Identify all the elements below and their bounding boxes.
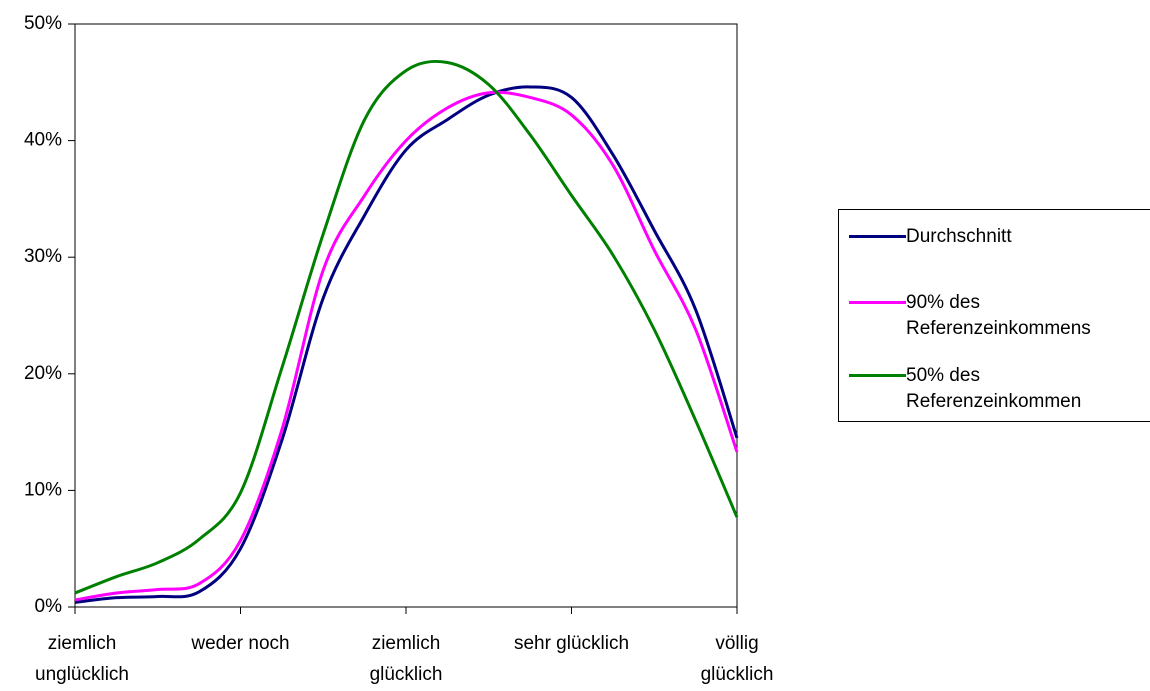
y-tick-label: 20% (24, 363, 62, 384)
y-tick-label: 50% (24, 13, 62, 34)
x-tick-label: weder noch (191, 633, 290, 654)
line-series (74, 59, 739, 595)
legend-swatch (849, 374, 906, 377)
x-tick-label: ziemlich unglücklich (35, 633, 129, 685)
legend-swatch (849, 235, 906, 238)
y-tick-label: 0% (35, 596, 63, 617)
legend-label: 90% des Referenzeinkommens (906, 292, 1091, 339)
y-tick-label: 40% (24, 130, 62, 151)
x-tick-label: völlig glücklich (700, 633, 774, 685)
legend-entry: 50% des Referenzeinkommen (849, 363, 1146, 415)
x-tick-label: ziemlich glücklich (369, 633, 443, 685)
plot-frame (74, 23, 738, 608)
y-tick-label: 10% (24, 479, 62, 500)
legend: Durchschnitt 90% des Referenzeinkommens 50… (838, 209, 1150, 422)
legend-entry: 90% des Referenzeinkommens (849, 290, 1146, 342)
line-series (74, 85, 739, 604)
legend-swatch (849, 301, 906, 304)
legend-label: Durchschnitt (906, 226, 1012, 247)
y-tick-label: 30% (24, 246, 62, 267)
legend-entry: Durchschnitt (849, 224, 1012, 250)
legend-label: 50% des Referenzeinkommen (906, 365, 1082, 412)
line-series (74, 90, 739, 602)
x-tick-label: sehr glücklich (513, 633, 630, 654)
